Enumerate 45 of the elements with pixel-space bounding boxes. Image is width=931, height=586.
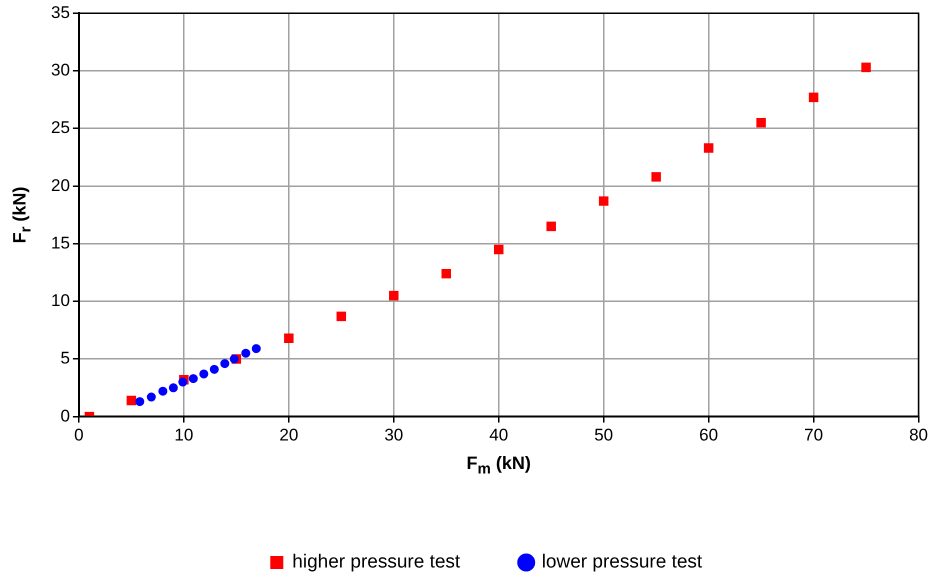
point [146, 392, 156, 402]
point [442, 268, 451, 278]
point [230, 354, 239, 364]
x-tick-label: 40 [489, 425, 508, 444]
x-tick-label: 10 [174, 425, 194, 444]
y-tick-label: 5 [60, 348, 70, 368]
legend-label: higher pressure test [292, 552, 461, 573]
point [704, 143, 714, 153]
point [336, 312, 346, 322]
x-tick-label: 20 [279, 425, 298, 444]
y-tick-label: 20 [50, 176, 70, 195]
x-tick-label: 80 [909, 425, 928, 444]
point [158, 386, 168, 396]
point [178, 378, 188, 387]
point [494, 244, 504, 254]
point [651, 172, 661, 182]
point [220, 359, 230, 368]
point [546, 222, 556, 232]
point [126, 396, 136, 406]
point [861, 62, 871, 72]
point [252, 344, 261, 354]
point [135, 397, 144, 406]
y-tick-label: 35 [50, 2, 70, 22]
y-tick-label: 30 [50, 60, 70, 80]
point [284, 333, 294, 343]
point [188, 374, 198, 384]
point [808, 92, 818, 102]
y-tick-label: 0 [60, 406, 70, 426]
point [199, 369, 208, 378]
x-tick-label: 0 [74, 425, 84, 444]
x-tick-label: 30 [384, 425, 404, 444]
y-tick-label: 10 [50, 291, 70, 310]
point [598, 196, 608, 206]
x-tick-label: 60 [699, 425, 718, 444]
point [241, 348, 250, 358]
point [210, 364, 219, 374]
legend-label: lower pressure test [542, 552, 703, 573]
y-tick-label: 15 [50, 233, 70, 252]
point [168, 383, 178, 392]
x-tick-label: 50 [594, 425, 614, 444]
point [756, 118, 766, 128]
y-tick-label: 25 [50, 118, 70, 138]
x-axis-title: F$_{m}$ (kN) [466, 452, 531, 478]
x-tick-label: 70 [804, 425, 824, 444]
point [389, 290, 399, 300]
